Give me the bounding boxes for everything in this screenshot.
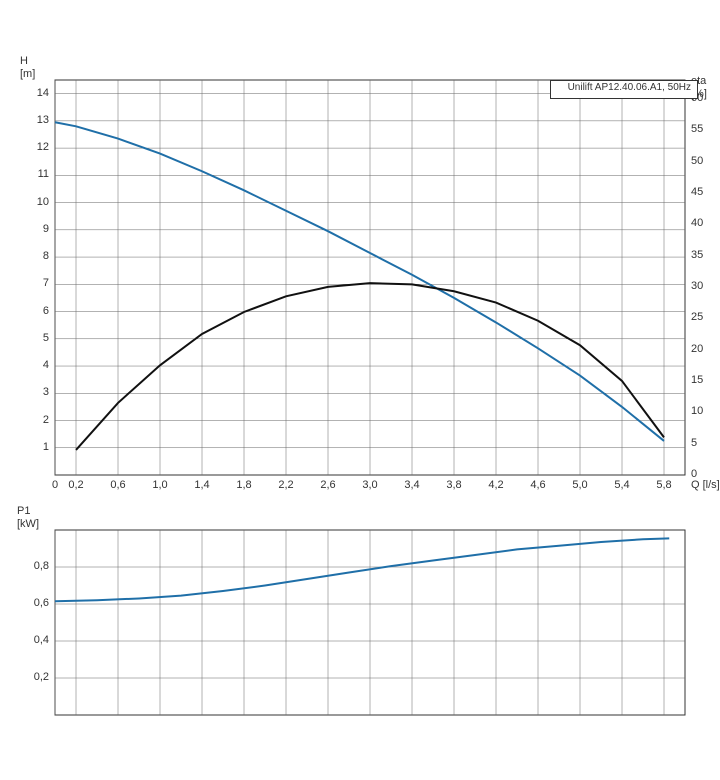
xtick-Q: 0,6 bbox=[108, 479, 128, 491]
chart-title-box: Unilift AP12.40.06.A1, 50Hz bbox=[550, 80, 698, 99]
ytick-eta: 35 bbox=[691, 249, 703, 261]
xtick-Q: 3,8 bbox=[444, 479, 464, 491]
xtick-Q: 0,2 bbox=[66, 479, 86, 491]
ytick-P1: 0,6 bbox=[34, 597, 49, 609]
ytick-H: 9 bbox=[43, 223, 49, 235]
ytick-eta: 45 bbox=[691, 186, 703, 198]
xtick-Q: 4,2 bbox=[486, 479, 506, 491]
ytick-eta: 55 bbox=[691, 123, 703, 135]
axis-label-P1: P1 [kW] bbox=[17, 505, 39, 530]
ytick-eta: 0 bbox=[691, 468, 697, 480]
xtick-Q: 5,4 bbox=[612, 479, 632, 491]
ytick-H: 12 bbox=[37, 141, 49, 153]
ytick-P1: 0,8 bbox=[34, 560, 49, 572]
ytick-eta: 5 bbox=[691, 437, 697, 449]
ytick-eta: 15 bbox=[691, 374, 703, 386]
xtick-Q: 3,0 bbox=[360, 479, 380, 491]
xtick-Q: 5,8 bbox=[654, 479, 674, 491]
ytick-eta: 30 bbox=[691, 280, 703, 292]
xtick-Q: 3,4 bbox=[402, 479, 422, 491]
p1-curve bbox=[55, 538, 669, 601]
ytick-eta: 25 bbox=[691, 311, 703, 323]
xtick-Q: 1,8 bbox=[234, 479, 254, 491]
ytick-H: 6 bbox=[43, 305, 49, 317]
ytick-H: 13 bbox=[37, 114, 49, 126]
ytick-H: 1 bbox=[43, 441, 49, 453]
ytick-H: 7 bbox=[43, 277, 49, 289]
ytick-eta: 20 bbox=[691, 343, 703, 355]
ytick-H: 5 bbox=[43, 332, 49, 344]
ytick-H: 3 bbox=[43, 386, 49, 398]
ytick-eta: 40 bbox=[691, 217, 703, 229]
ytick-eta: 50 bbox=[691, 155, 703, 167]
ytick-P1: 0,4 bbox=[34, 634, 49, 646]
ytick-H: 14 bbox=[37, 87, 49, 99]
ytick-H: 2 bbox=[43, 414, 49, 426]
xtick-Q: 4,6 bbox=[528, 479, 548, 491]
pump-curve-page: Unilift AP12.40.06.A1, 50Hz H [m] eta [%… bbox=[0, 0, 720, 780]
xtick-Q: 0 bbox=[45, 479, 65, 491]
axis-label-Q: Q [l/s] bbox=[691, 479, 720, 492]
ytick-P1: 0,2 bbox=[34, 671, 49, 683]
ytick-H: 4 bbox=[43, 359, 49, 371]
xtick-Q: 2,6 bbox=[318, 479, 338, 491]
ytick-eta: 10 bbox=[691, 405, 703, 417]
ytick-H: 11 bbox=[38, 168, 49, 180]
xtick-Q: 1,0 bbox=[150, 479, 170, 491]
ytick-H: 8 bbox=[43, 250, 49, 262]
xtick-Q: 1,4 bbox=[192, 479, 212, 491]
xtick-Q: 5,0 bbox=[570, 479, 590, 491]
xtick-Q: 2,2 bbox=[276, 479, 296, 491]
ytick-H: 10 bbox=[37, 196, 49, 208]
top-chart bbox=[0, 0, 720, 477]
